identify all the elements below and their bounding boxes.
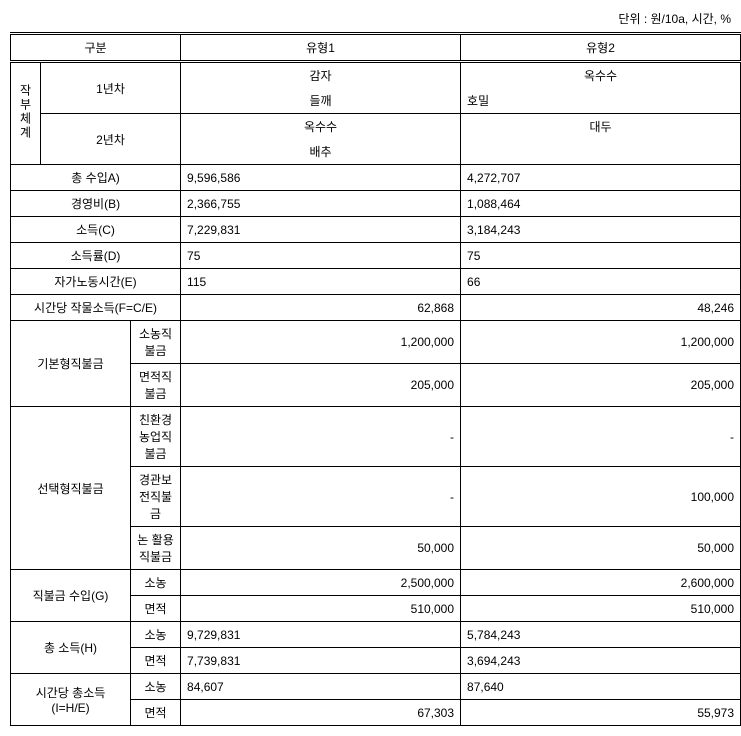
year1-label: 1년차 [41,62,181,114]
ti-small-v2: 5,784,243 [461,622,741,648]
year2-type2-b [461,139,741,165]
hourly-income-label: 시간당 작물소득(F=C/E) [11,295,181,321]
ti-area-v1: 7,739,831 [181,648,461,674]
ht-area-v2: 55,973 [461,700,741,726]
ti-small-v1: 9,729,831 [181,622,461,648]
year1-type1-b: 들깨 [181,88,461,114]
year2-type2-a: 대두 [461,114,741,140]
self-labor-label: 자가노동시간(E) [11,269,181,295]
income-rate-v2: 75 [461,243,741,269]
self-labor-v1: 115 [181,269,461,295]
landscape-v1: - [181,467,461,527]
header-type2: 유형2 [461,34,741,62]
header-type1: 유형1 [181,34,461,62]
year2-type1-b: 배추 [181,139,461,165]
year2-label: 2년차 [41,114,181,165]
paddy-v2: 50,000 [461,527,741,570]
pr-small-label: 소농 [131,570,181,596]
eco-v2: - [461,407,741,467]
payment-revenue-label: 직불금 수입(G) [11,570,131,622]
total-revenue-v1: 9,596,586 [181,165,461,191]
landscape-v2: 100,000 [461,467,741,527]
operating-cost-v1: 2,366,755 [181,191,461,217]
ht-small-label: 소농 [131,674,181,700]
eco-label: 친환경농업직불금 [131,407,181,467]
self-labor-v2: 66 [461,269,741,295]
ht-small-v1: 84,607 [181,674,461,700]
income-label: 소득(C) [11,217,181,243]
ht-area-v1: 67,303 [181,700,461,726]
basic-area-v1: 205,000 [181,364,461,407]
crop-system-label: 작부체계 [11,62,41,165]
pr-area-v2: 510,000 [461,596,741,622]
basic-small-label: 소농직불금 [131,321,181,364]
landscape-label: 경관보전직불금 [131,467,181,527]
year2-type1-a: 옥수수 [181,114,461,140]
ht-small-v2: 87,640 [461,674,741,700]
income-rate-v1: 75 [181,243,461,269]
unit-label: 단위 : 원/10a, 시간, % [10,10,731,27]
hourly-income-v2: 48,246 [461,295,741,321]
operating-cost-label: 경영비(B) [11,191,181,217]
pr-small-v1: 2,500,000 [181,570,461,596]
header-gubun: 구분 [11,34,181,62]
year1-type2-a: 옥수수 [461,62,741,89]
total-income-label: 총 소득(H) [11,622,131,674]
ti-small-label: 소농 [131,622,181,648]
year1-type2-b: 호밀 [461,88,741,114]
pr-area-label: 면적 [131,596,181,622]
ti-area-v2: 3,694,243 [461,648,741,674]
eco-v1: - [181,407,461,467]
year1-type1-a: 감자 [181,62,461,89]
paddy-v1: 50,000 [181,527,461,570]
operating-cost-v2: 1,088,464 [461,191,741,217]
hourly-total-label: 시간당 총소득(I=H/E) [11,674,131,726]
selective-payment-label: 선택형직불금 [11,407,131,570]
hourly-income-v1: 62,868 [181,295,461,321]
pr-area-v1: 510,000 [181,596,461,622]
basic-small-v2: 1,200,000 [461,321,741,364]
ti-area-label: 면적 [131,648,181,674]
basic-small-v1: 1,200,000 [181,321,461,364]
total-revenue-v2: 4,272,707 [461,165,741,191]
data-table: 구분 유형1 유형2 작부체계 1년차 감자 옥수수 들깨 호밀 2년차 옥수수… [10,32,741,726]
income-v1: 7,229,831 [181,217,461,243]
income-rate-label: 소득률(D) [11,243,181,269]
paddy-label: 논 활용 직불금 [131,527,181,570]
total-revenue-label: 총 수입A) [11,165,181,191]
basic-area-v2: 205,000 [461,364,741,407]
basic-payment-label: 기본형직불금 [11,321,131,407]
basic-area-label: 면적직불금 [131,364,181,407]
pr-small-v2: 2,600,000 [461,570,741,596]
ht-area-label: 면적 [131,700,181,726]
income-v2: 3,184,243 [461,217,741,243]
